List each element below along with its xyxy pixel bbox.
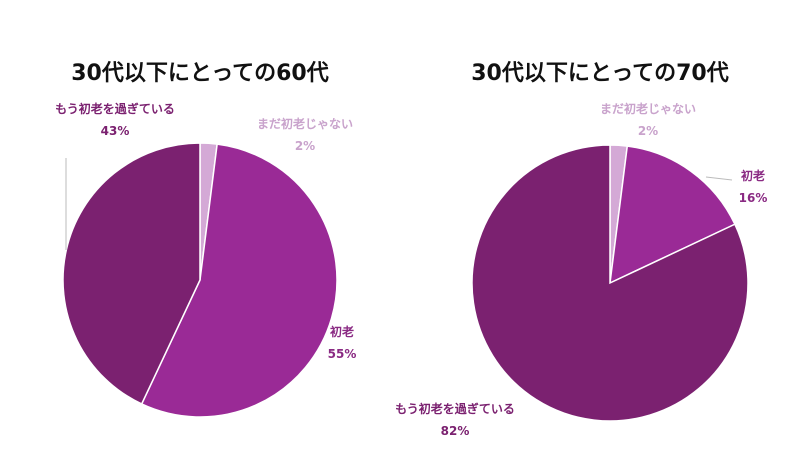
pie-1-slice-1-label: 初老 (741, 168, 765, 183)
pie-1-leader-line-0 (705, 176, 733, 181)
pie-1-slice-1 (609, 145, 736, 285)
pie-1-slice-2-percent: 82% (441, 424, 470, 438)
pie-1-slice-1-percent: 16% (739, 191, 768, 205)
pie-chart-2: 30代以下にとっての70代 まだ初老じゃない 2% 初老 16% もう初老を過ぎている 8… (395, 61, 767, 438)
pie-0-slice-1 (140, 143, 338, 418)
pie-0-slices (62, 142, 338, 418)
pie-1-slice-2-label: もう初老を過ぎている (395, 401, 515, 416)
pie-1-slice-2 (471, 144, 749, 422)
pie-0-slice-0-percent: 2% (295, 139, 315, 153)
pie-1-slice-0-percent: 2% (638, 124, 658, 138)
chart-2-title: 30代以下にとっての70代 (471, 61, 728, 86)
pie-1-labels: まだ初老じゃない 2% 初老 16% もう初老を過ぎている 82% (395, 101, 767, 438)
pie-0-slice-2-percent: 43% (101, 124, 130, 138)
pie-0-slice-1-percent: 55% (328, 347, 357, 361)
pie-0-slice-1-label: 初老 (330, 324, 354, 339)
pie-1-slices (471, 144, 749, 422)
chart-1-title: 30代以下にとっての60代 (71, 61, 328, 86)
pie-0-slice-2 (62, 142, 201, 405)
pie-0-labels: まだ初老じゃない 2% 初老 55% もう初老を過ぎている 43% (55, 101, 356, 361)
pie-0-slice-0-label: まだ初老じゃない (257, 116, 353, 131)
pie-0-slice-2-label: もう初老を過ぎている (55, 101, 175, 116)
pie-1-slice-0-label: まだ初老じゃない (600, 101, 696, 116)
pie-chart-1: 30代以下にとっての60代 まだ初老じゃない 2% 初老 55% もう初老を過ぎている 4… (55, 61, 356, 418)
